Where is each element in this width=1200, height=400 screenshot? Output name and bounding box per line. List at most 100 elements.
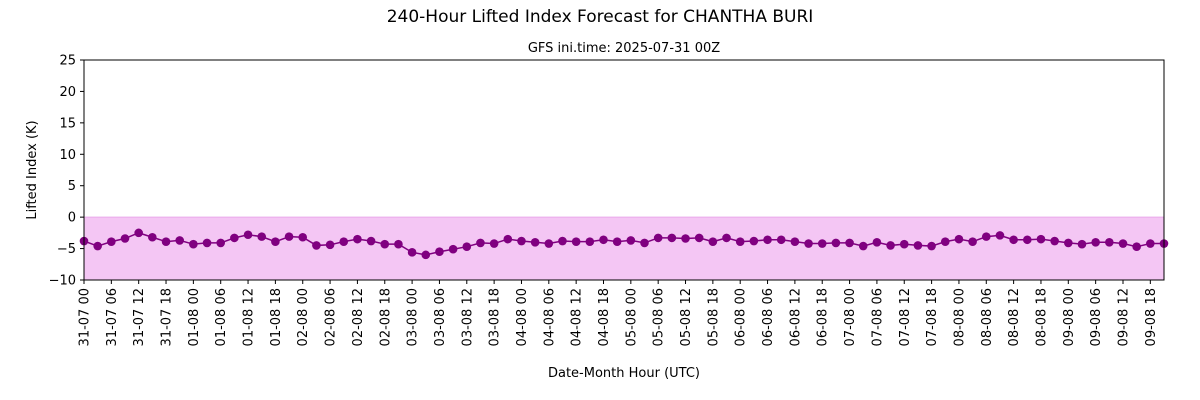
data-point [216, 238, 226, 248]
y-tick-label: 15 [59, 116, 76, 131]
y-tick-label: 5 [68, 179, 76, 194]
data-point [476, 238, 485, 248]
data-point [312, 241, 321, 250]
data-point [899, 239, 909, 249]
data-point [763, 235, 772, 245]
data-point [886, 241, 895, 250]
plot-area [79, 216, 1169, 280]
data-point [640, 238, 649, 248]
data-point [325, 240, 335, 250]
data-point [722, 233, 731, 243]
x-tick-label: 03-08 06 [433, 288, 448, 346]
y-tick-label: 10 [59, 148, 76, 163]
data-point [175, 236, 184, 245]
data-point [435, 247, 444, 257]
data-point [927, 241, 936, 251]
x-tick-label: 05-08 12 [679, 288, 694, 346]
data-point [366, 236, 376, 246]
data-point [776, 235, 786, 245]
data-point [735, 237, 745, 246]
y-axis-label: Lifted Index (K) [25, 120, 40, 219]
data-point [503, 234, 513, 244]
x-tick-label: 08-08 12 [1007, 288, 1022, 346]
x-tick-label: 02-08 18 [378, 288, 393, 346]
data-point [353, 234, 362, 244]
data-point [1036, 234, 1046, 244]
data-point [189, 239, 198, 249]
y-tick-label: −5 [57, 242, 76, 257]
x-tick-label: 01-08 06 [214, 288, 229, 346]
data-point [120, 234, 130, 243]
data-point [243, 230, 253, 240]
data-point [612, 237, 622, 246]
data-point [585, 237, 595, 246]
data-point [558, 236, 567, 246]
data-point [462, 242, 472, 251]
data-point [448, 244, 458, 254]
data-point [298, 232, 308, 242]
x-tick-label: 05-08 18 [706, 288, 721, 346]
data-point [681, 234, 690, 243]
chart-title: 240-Hour Lifted Index Forecast for CHANT… [387, 7, 814, 27]
data-point [667, 233, 677, 243]
data-point [380, 239, 390, 249]
data-point [271, 237, 280, 246]
x-tick-label: 31-07 18 [160, 288, 175, 346]
data-point [339, 237, 349, 246]
x-tick-label: 03-08 00 [406, 288, 421, 346]
x-tick-label: 09-08 06 [1089, 288, 1104, 346]
x-tick-label: 02-08 00 [296, 288, 311, 346]
data-point [708, 237, 718, 246]
x-tick-label: 01-08 00 [187, 288, 202, 346]
data-point [394, 239, 403, 249]
x-tick-label: 07-08 00 [843, 288, 858, 346]
x-tick-label: 05-08 00 [624, 288, 639, 346]
data-point [968, 237, 977, 246]
x-tick-label: 09-08 18 [1144, 288, 1159, 346]
data-point [749, 236, 759, 246]
data-point [831, 238, 841, 248]
data-point [995, 231, 1005, 240]
negative-region-fill [84, 217, 1164, 280]
data-point [599, 235, 608, 245]
x-tick-label: 31-07 00 [78, 288, 93, 346]
axes-frame [83, 59, 1165, 281]
data-point [161, 237, 171, 246]
x-tick-label: 01-08 12 [242, 288, 257, 346]
data-point [804, 239, 813, 248]
x-tick-label: 31-07 06 [105, 288, 120, 346]
data-point [1132, 242, 1141, 251]
data-point [407, 248, 417, 257]
data-point [872, 237, 882, 247]
x-tick-label: 08-08 18 [1034, 288, 1049, 346]
data-point [421, 250, 431, 260]
data-point [940, 237, 950, 246]
x-tick-label: 04-08 12 [570, 288, 585, 346]
data-point [148, 232, 157, 242]
data-point [257, 232, 267, 241]
data-point [845, 238, 854, 248]
y-tick-label: 25 [59, 54, 76, 69]
data-point [1050, 236, 1059, 246]
x-tick-label: 01-08 18 [269, 288, 284, 346]
data-point [1009, 235, 1018, 245]
x-tick-label: 07-08 12 [898, 288, 913, 346]
chart-subtitle: GFS ini.time: 2025-07-31 00Z [528, 41, 720, 56]
x-tick-label: 03-08 18 [488, 288, 503, 346]
data-point [1022, 235, 1032, 245]
x-tick-label: 07-08 18 [925, 288, 940, 346]
data-point [1105, 237, 1114, 247]
data-point [981, 232, 991, 241]
data-point [1064, 238, 1073, 248]
data-point [93, 241, 102, 251]
data-point [817, 239, 827, 248]
data-point [571, 237, 581, 246]
data-point [1118, 239, 1128, 248]
data-point [230, 233, 239, 243]
x-tick-label: 05-08 06 [652, 288, 667, 346]
x-tick-label: 03-08 12 [460, 288, 475, 346]
data-point [202, 238, 212, 248]
data-point [626, 236, 636, 245]
